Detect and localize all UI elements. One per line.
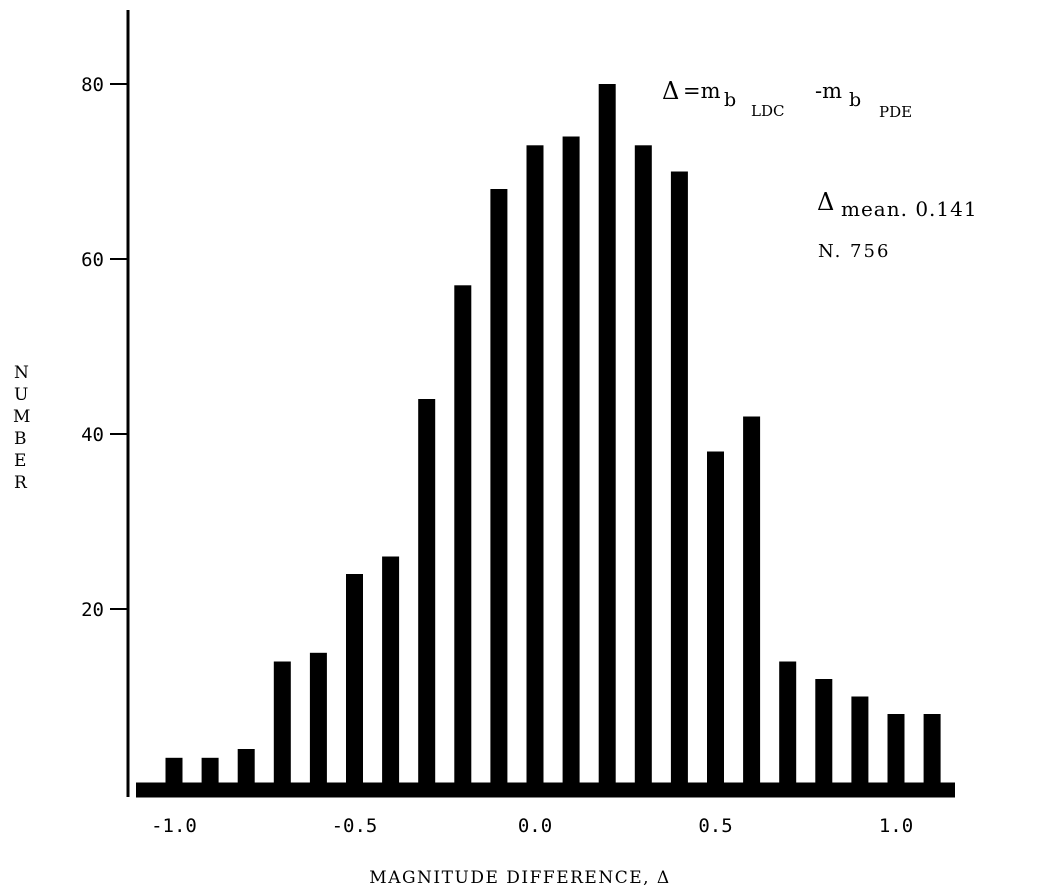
formula-minus-m: -m	[815, 79, 842, 103]
formula-eq-m: =m	[683, 79, 721, 103]
bar	[562, 136, 580, 790]
bar	[526, 145, 544, 791]
y-axis-label: N U M B E R	[13, 363, 30, 493]
y-tick-label: 80	[81, 74, 104, 96]
x-tick-label: 1.0	[879, 815, 913, 837]
x-axis-label: MAGNITUDE DIFFERENCE, Δ	[369, 868, 670, 888]
formula-delta-symbol: Δ	[662, 77, 679, 105]
bar	[923, 714, 941, 790]
y-tick-label: 20	[81, 599, 104, 621]
bar	[851, 696, 869, 790]
y-axis-label-letter: R	[14, 473, 28, 493]
stats-annotation: Δ mean. 0.141 N. 756	[817, 188, 978, 262]
n-label: N. 756	[818, 241, 890, 262]
x-tick-label: -0.5	[332, 815, 378, 837]
formula-sub-b2: b	[849, 89, 861, 111]
y-axis-label-letter: M	[13, 407, 30, 427]
x-tick-label: 0.0	[518, 815, 552, 837]
bar	[779, 661, 797, 790]
x-ticks-group: -1.0 -0.5 0.0 0.5 1.0	[151, 815, 913, 837]
y-ticks-group: 20 40 60 80	[81, 74, 128, 621]
bar	[707, 451, 724, 790]
bar	[490, 189, 508, 790]
bar	[201, 757, 219, 791]
x-tick-label: 0.5	[698, 815, 732, 837]
formula-sub-b1: b	[724, 89, 736, 111]
y-axis-label-letter: E	[14, 451, 26, 471]
y-tick-label: 60	[81, 249, 104, 271]
bar	[418, 399, 436, 790]
y-axis-label-letter: B	[14, 429, 27, 449]
bar	[273, 661, 291, 790]
bar	[346, 574, 363, 790]
bar	[743, 416, 761, 790]
y-tick-label: 40	[81, 424, 104, 446]
bar	[815, 679, 833, 790]
bar	[454, 285, 472, 791]
y-axis-label-letter: U	[14, 385, 28, 405]
formula-annotation: Δ =m b LDC -m b PDE	[662, 77, 912, 121]
axes-group	[126, 10, 955, 798]
mean-label: mean. 0.141	[841, 197, 978, 221]
bar	[165, 757, 183, 791]
bar	[382, 556, 400, 790]
formula-sub-ldc: LDC	[751, 102, 784, 120]
bar	[887, 714, 905, 790]
bar	[309, 652, 327, 791]
bar	[598, 84, 616, 790]
mean-delta-symbol: Δ	[817, 188, 834, 216]
y-axis-label-letter: N	[14, 363, 29, 383]
formula-sub-pde: PDE	[879, 103, 912, 121]
x-tick-label: -1.0	[151, 815, 197, 837]
bar	[634, 145, 652, 791]
bar	[237, 749, 255, 790]
bars-group	[165, 84, 941, 791]
bar	[670, 171, 688, 790]
